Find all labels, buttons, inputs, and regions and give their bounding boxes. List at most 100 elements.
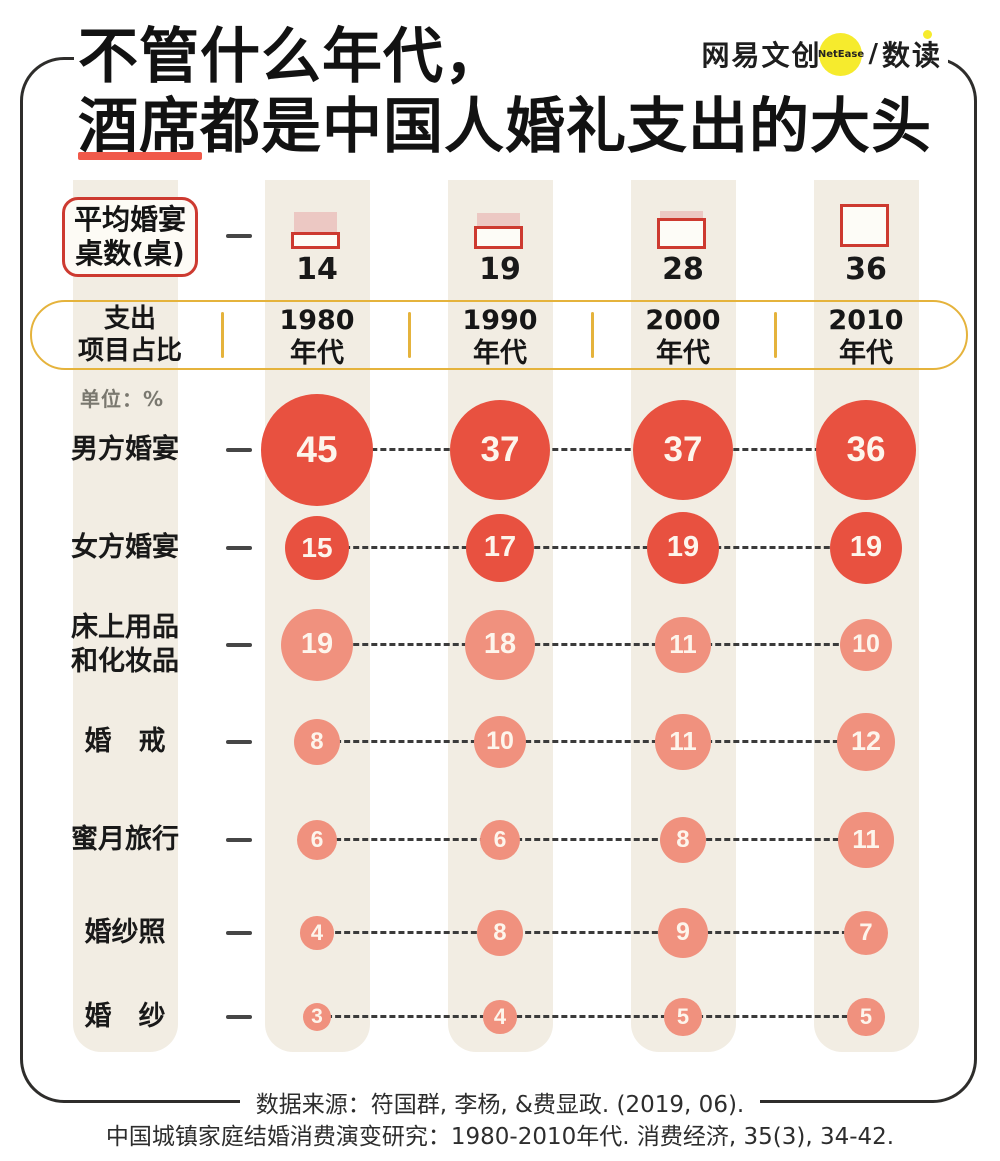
netease-badge-text: NetEase (817, 48, 865, 60)
row-tick (226, 1015, 252, 1019)
row-label-line: 男方婚宴 (71, 434, 179, 465)
row-connector-line (317, 838, 866, 841)
row-label-line: 床上用品 (71, 612, 179, 643)
bubble: 7 (844, 911, 888, 955)
bubble: 8 (659, 816, 707, 864)
table-top-shade (660, 211, 703, 220)
row-tick (226, 838, 252, 842)
page-title: 不管什么年代， 酒席都是中国人婚礼支出的大头 (78, 22, 932, 162)
bubble-value: 8 (310, 727, 324, 755)
bubble-value: 15 (301, 531, 333, 563)
bubble-value: 6 (310, 826, 324, 853)
bubble-value: 7 (859, 918, 873, 946)
bubble-value: 19 (666, 531, 700, 564)
row-label: 婚 戒 (53, 725, 197, 759)
column-header-suffix: 年代 (473, 338, 527, 369)
banquet-table-icon (474, 213, 523, 249)
bubble-value: 11 (852, 824, 880, 855)
bubble: 11 (655, 714, 711, 770)
bubble: 4 (300, 916, 334, 950)
bubble: 6 (479, 819, 521, 861)
netease-badge-icon: NetEase (817, 32, 865, 76)
row-connector-line (317, 643, 866, 646)
row-label: 男方婚宴 (53, 433, 197, 467)
row-tick (226, 740, 252, 744)
row-label-line: 女方婚宴 (71, 532, 179, 563)
avg-tables-label-line-2: 桌数(桌) (75, 237, 185, 270)
bubble-value: 8 (493, 918, 507, 946)
row-label-line: 蜜月旅行 (71, 824, 179, 855)
bubble: 9 (658, 908, 708, 958)
avg-tables-label-box: 平均婚宴 桌数(桌) (62, 197, 198, 277)
column-separator (408, 312, 411, 358)
bubble: 36 (816, 400, 916, 500)
bubble-value: 11 (669, 726, 697, 757)
column-header-pill (30, 300, 968, 370)
bubble-value: 4 (493, 1003, 507, 1029)
row-tick (226, 643, 252, 647)
header-area: 不管什么年代， 酒席都是中国人婚礼支出的大头 网易文创 NetEase / 数读 (74, 16, 948, 166)
bubble-value: 19 (300, 628, 334, 661)
table-front-rect (291, 232, 340, 249)
column-header-suffix: 年代 (656, 338, 710, 369)
row-label-line: 婚 戒 (84, 726, 166, 757)
bubble-value: 5 (676, 1003, 690, 1029)
column-separator (221, 312, 224, 358)
row-label-line: 婚纱照 (84, 917, 166, 948)
row-label: 女方婚宴 (53, 531, 197, 565)
bubble: 19 (646, 511, 720, 585)
row-tick (226, 546, 252, 550)
bubble-value: 12 (850, 726, 881, 757)
table-front-rect (840, 204, 889, 247)
column-header: 1980 年代 (247, 304, 387, 370)
bubble: 12 (837, 713, 895, 771)
logo-divider: / (868, 39, 878, 69)
decade-column-band (630, 180, 736, 1052)
bubble: 3 (302, 1002, 332, 1032)
avg-tables-value: 14 (296, 252, 338, 287)
bubble-value: 37 (480, 429, 520, 469)
row-connector-line (317, 448, 866, 451)
bubble: 6 (296, 819, 338, 861)
logo-brand-text: 网易文创 (701, 39, 822, 72)
bubble: 17 (465, 513, 535, 583)
bubble: 18 (464, 609, 536, 681)
row-label: 床上用品 和化妆品 (53, 611, 197, 679)
row-connector-line (317, 1015, 866, 1018)
bubble: 37 (632, 399, 734, 501)
column-header: 2000 年代 (613, 304, 753, 370)
row-connector-line (317, 546, 866, 549)
bubble: 10 (839, 618, 893, 672)
title-line-1: 不管什么年代， (78, 22, 505, 92)
header-label: 支出 项目占比 (62, 303, 198, 367)
bubble: 45 (261, 394, 373, 506)
bubble-value: 37 (663, 429, 703, 469)
row-label: 婚 纱 (53, 1000, 197, 1034)
bubble: 15 (284, 515, 350, 581)
row-connector-line (317, 931, 866, 934)
bubble-value: 6 (493, 826, 507, 853)
netease-shudu-logo: 网易文创 NetEase / 数读 (701, 30, 942, 76)
bubble-value: 11 (669, 629, 697, 660)
column-header-decade: 2000 (645, 305, 721, 336)
column-header-decade: 2010 (828, 305, 904, 336)
column-header-decade: 1980 (279, 305, 355, 336)
table-top-shade (294, 212, 337, 234)
bubble: 19 (829, 511, 903, 585)
row-tick (226, 931, 252, 935)
bubble: 8 (293, 718, 341, 766)
column-header-suffix: 年代 (839, 338, 893, 369)
bubble: 5 (664, 998, 702, 1036)
row-tick (226, 448, 252, 452)
bubble: 4 (483, 1000, 517, 1034)
row-label: 婚纱照 (53, 916, 197, 950)
source-line-2: 中国城镇家庭结婚消费演变研究：1980-2010年代. 消费经济, 35(3),… (105, 1124, 895, 1150)
bubble: 8 (476, 909, 524, 957)
bubble: 11 (655, 617, 711, 673)
bubble-value: 9 (676, 918, 690, 947)
source-line-1: 数据来源：符国群, 李杨, &费显政. (2019, 06). (0, 1085, 1000, 1119)
bubble-value: 10 (486, 727, 514, 756)
bubble-value: 4 (310, 919, 324, 945)
header-label-line-2: 项目占比 (77, 336, 182, 366)
title-line-2: 酒席都是中国人婚礼支出的大头 (78, 92, 932, 162)
